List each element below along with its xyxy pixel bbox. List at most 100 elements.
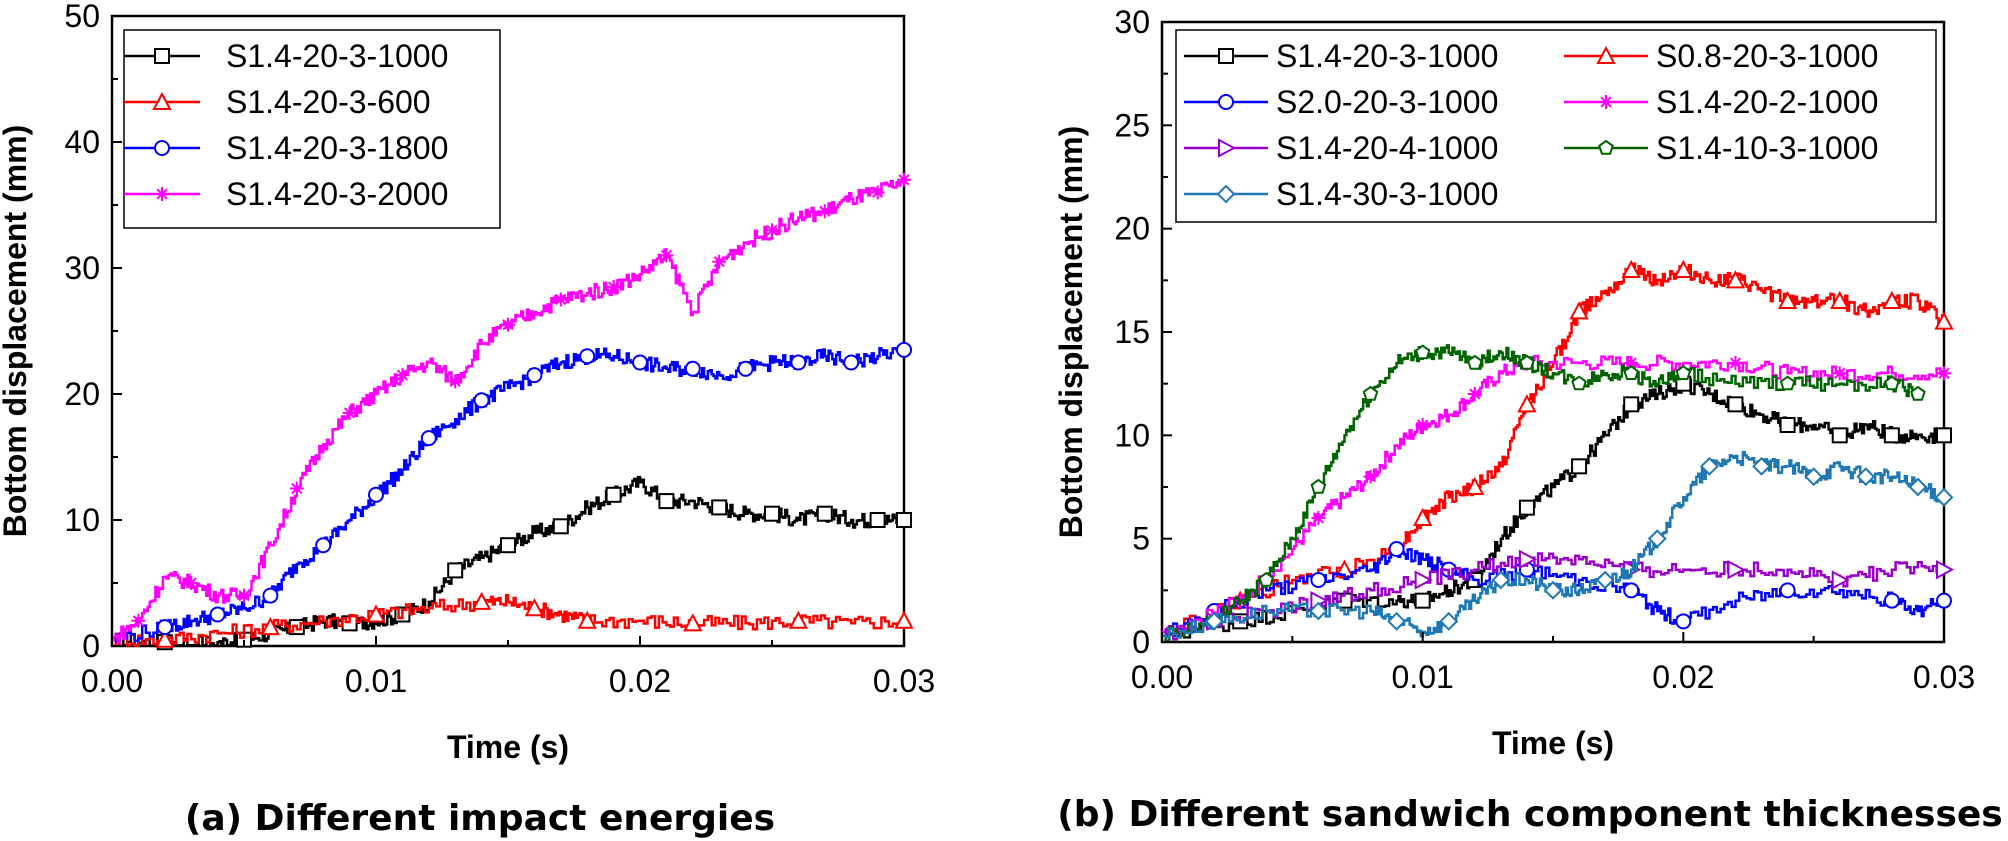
chart-a-series-2-point-21	[684, 360, 701, 377]
chart-a-series-3-point-17	[553, 292, 568, 307]
chart-a-series-3-point-29	[870, 185, 885, 200]
chart-a-series-0-point-17	[605, 486, 622, 503]
chart-a-legend-label-4: S1.4-20-3-2000	[226, 176, 448, 212]
chart-a-series-2-point-11	[420, 430, 437, 447]
chart-b-series-6-point-13	[1595, 570, 1615, 590]
chart-b-series-1-point-5	[1412, 507, 1433, 526]
chart-a-legend-label-1: S1.4-20-3-1000	[226, 38, 448, 74]
chart-b-series-5-line	[1162, 344, 1920, 643]
chart-b-legend-label-1: S1.4-20-3-1000	[1276, 38, 1498, 74]
chart-a-series-2-point-7	[315, 537, 332, 554]
chart-a-xlabel: Time (s)	[447, 729, 569, 765]
chart-a-series-3-point-30	[897, 172, 911, 187]
chart-b-series-6-point-17	[1699, 456, 1719, 476]
chart-b-ticks: 0.00 0.01 0.02 0.03 0 5 10 15 20 25 30	[1114, 4, 1975, 695]
chart-b-series-4-point-5	[1414, 570, 1433, 590]
chart-b-series-5-point-7	[1362, 385, 1379, 401]
chart-a-series-2-point-3	[209, 606, 226, 623]
chart-a-series-2-point-29	[896, 341, 912, 358]
chart-b-ytick-label-3: 15	[1114, 314, 1150, 350]
chart-b-series-5-point-19	[1675, 365, 1692, 380]
chart-a-series-2-point-27	[843, 354, 860, 371]
chart-a-legend-marker-1	[152, 91, 172, 110]
chart-a-series-1-point-3	[260, 616, 281, 636]
chart-b-series-0-point-9	[1518, 499, 1535, 516]
chart-a-legend-marker-2	[154, 140, 170, 156]
chart-b-legend-marker-6	[1216, 184, 1236, 204]
chart-a-series-3-point-25	[765, 223, 779, 238]
chart-a-ytick-label-2: 20	[64, 376, 100, 412]
chart-a-series-2-point-9	[368, 486, 384, 503]
chart-a-series-3-point-5	[237, 588, 251, 603]
chart-a-ytick-label-0: 0	[82, 628, 100, 664]
chart-b-series-6-point-26	[1934, 487, 1954, 507]
chart-b-series-0-point-25	[1936, 427, 1952, 444]
chart-b-series-1-point-25	[1934, 311, 1954, 330]
chart-a-series-0-point-21	[711, 499, 728, 516]
chart-a-series-3-point-7	[289, 481, 304, 496]
chart-a-legend-label-2: S1.4-20-3-600	[226, 84, 431, 120]
chart-a-series-2-point-17	[579, 348, 596, 365]
chart-b-legend-marker-1	[1596, 45, 1616, 64]
chart-b-series-0-point-17	[1727, 396, 1744, 413]
chart-a-series-3-point-9	[342, 405, 357, 420]
chart-a-ticks: 0.00 0.01 0.02 0.03 0 10 20 30 40 50	[64, 0, 935, 699]
chart-b-legend-marker-3	[1599, 95, 1613, 109]
chart-a-series-3-point-21	[659, 248, 674, 263]
chart-b-xtick-label-1: 0.01	[1392, 659, 1454, 695]
chart-b-series-1-point-13	[1621, 259, 1641, 278]
chart-b-series-5-point-15	[1571, 375, 1587, 391]
chart-b-series-5-point-24	[1910, 385, 1926, 401]
chart-a-series-0-point-19	[658, 493, 675, 510]
chart-a-series-2-point-5	[262, 587, 279, 604]
chart-a-series-2-point-23	[737, 360, 754, 377]
chart-b-series-2-point-15	[1779, 582, 1796, 599]
chart-a-xtick-label-1: 0.01	[345, 663, 407, 699]
chart-a-ylabel: Bottom displacement (mm)	[0, 125, 33, 537]
chart-b: 0.00 0.01 0.02 0.03 0 5 10 15 20 25 30 S1.4-20-3-1…	[1053, 4, 2003, 835]
chart-b-series-5-point-9	[1414, 344, 1431, 360]
chart-a-ytick-label-5: 50	[64, 0, 100, 34]
chart-a-xtick-label-2: 0.02	[609, 663, 671, 699]
chart-b-series-6-point-5	[1387, 611, 1407, 631]
chart-a-caption: (a) Different impact energies	[185, 798, 775, 839]
chart-a-legend-marker-0	[154, 48, 170, 64]
chart-b-series-4-point-11	[1727, 560, 1746, 580]
chart-a-series-2-point-25	[790, 354, 807, 371]
chart-a-series-1-point-17	[894, 610, 914, 629]
chart-b-series-2-point-5	[1388, 541, 1405, 557]
chart-b-series-2-point-17	[1883, 592, 1900, 609]
chart-b-ytick-label-6: 30	[1114, 4, 1150, 40]
chart-a-series-0-point-15	[552, 518, 569, 535]
chart-b-series-3-point-17	[1832, 366, 1847, 381]
chart-b-series-5-point-11	[1466, 354, 1483, 370]
chart-b-caption: (b) Different sandwich component thickne…	[1057, 794, 2002, 835]
chart-b-series-3-point-19	[1937, 366, 1951, 381]
chart-a-series-3-point-27	[817, 204, 832, 219]
chart-b-series-3-point-15	[1728, 356, 1743, 370]
chart-a-series-1-point-7	[471, 591, 492, 610]
chart-b-series-3-point-7	[1415, 418, 1430, 432]
chart-b-series-6-point-3	[1308, 601, 1328, 621]
chart-b-legend-marker-5	[1598, 139, 1614, 155]
chart-b-xtick-label-2: 0.02	[1652, 659, 1714, 695]
chart-a: 0.00 0.01 0.02 0.03 0 10 20 30 40 50 S1.4-20-3-10…	[0, 0, 935, 839]
chart-b-series-1-point-21	[1830, 290, 1850, 309]
chart-a-legend-marker-3	[155, 187, 169, 201]
chart-b-series-4-point-7	[1518, 549, 1538, 569]
chart-a-series-1-point-1	[155, 629, 175, 648]
chart-b-series-5-point-13	[1519, 354, 1535, 370]
chart-b-legend-marker-2	[1218, 94, 1234, 110]
chart-b-series-1-point-23	[1882, 290, 1902, 309]
chart-b-series-6-point-11	[1543, 580, 1563, 600]
chart-b-series-5-point-3	[1258, 571, 1275, 587]
chart-b-series-6-point-9	[1491, 570, 1511, 590]
chart-b-series-0-point-11	[1571, 458, 1588, 475]
chart-a-xtick-label-0: 0.00	[81, 663, 143, 699]
chart-b-ytick-label-2: 10	[1114, 417, 1150, 453]
chart-b-legend-label-6: S1.4-10-3-1000	[1656, 130, 1878, 166]
chart-b-series-5-point-21	[1779, 375, 1796, 391]
chart-b-series-5-point-17	[1623, 365, 1640, 380]
chart-b-series-6-point-15	[1647, 529, 1667, 549]
